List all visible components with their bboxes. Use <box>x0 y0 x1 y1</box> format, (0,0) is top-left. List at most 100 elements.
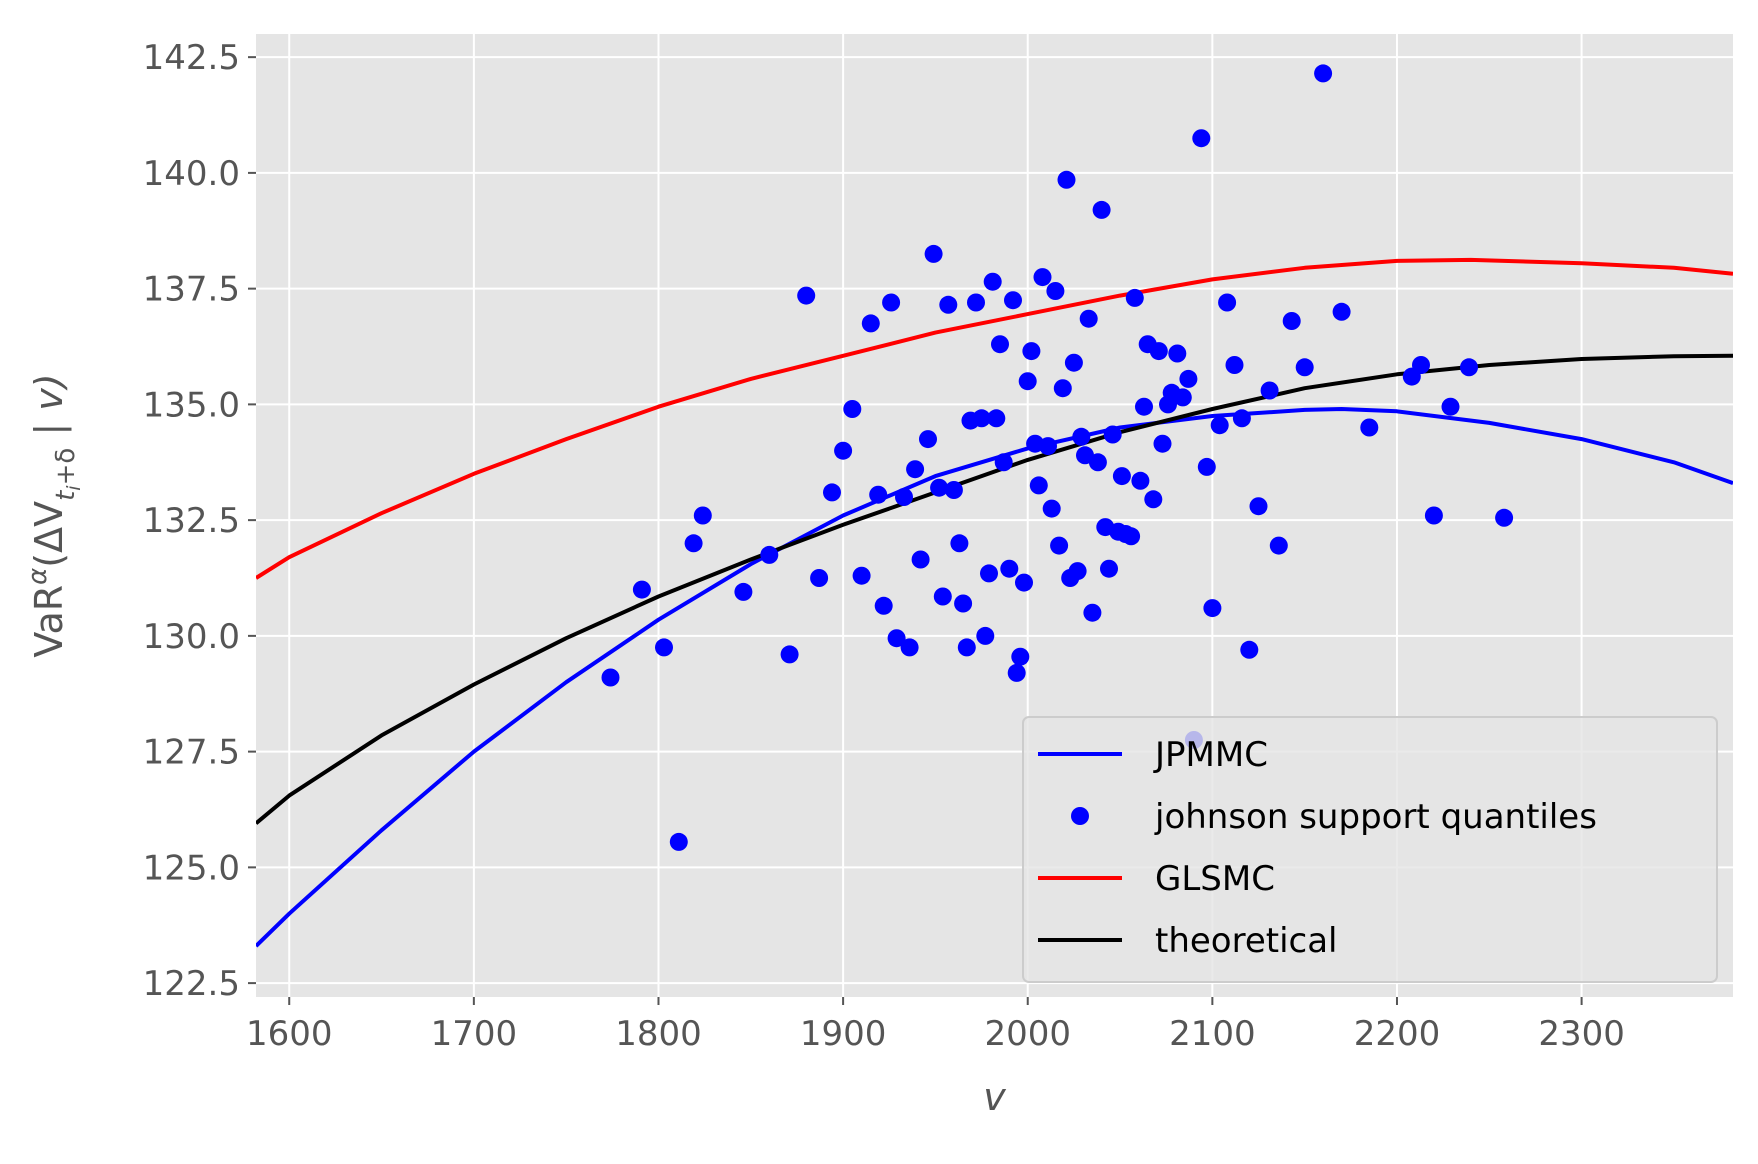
scatter-point <box>950 534 969 553</box>
scatter-point <box>693 506 712 525</box>
scatter-point <box>919 430 937 449</box>
scatter-point <box>939 295 958 314</box>
scatter-point <box>1039 437 1057 456</box>
legend-scatter-swatch <box>1071 807 1089 825</box>
scatter-point <box>1332 302 1351 321</box>
y-axis-ticks: 122.5 125.0 127.5 130.0 132.5 135.0 137.5 140.0… <box>143 38 256 1004</box>
scatter-point <box>1029 476 1048 495</box>
scatter-point <box>1022 342 1041 361</box>
scatter-point <box>669 832 688 851</box>
scatter-point <box>1000 559 1019 578</box>
scatter-point <box>1079 309 1098 328</box>
scatter-point <box>1131 471 1150 490</box>
y-label-prefix: VaR <box>27 585 71 658</box>
scatter-point <box>1168 344 1187 363</box>
scatter-point <box>911 550 930 569</box>
scatter-point <box>957 638 976 657</box>
scatter-point <box>1495 508 1514 527</box>
x-tick-label: 1600 <box>246 1014 333 1054</box>
scatter-point <box>1314 64 1333 83</box>
scatter-point <box>810 569 829 587</box>
scatter-point <box>1083 603 1102 622</box>
y-label-sub: t <box>51 490 81 501</box>
y-label-sub-tail: +δ <box>51 448 81 486</box>
legend-jpmmc-label: JPMMC <box>1153 735 1268 775</box>
y-label-tail: | v) <box>27 373 72 447</box>
scatter-point <box>976 626 995 645</box>
y-label-subsub: i <box>63 485 85 491</box>
scatter-point <box>1149 342 1168 361</box>
scatter-point <box>861 314 880 333</box>
scatter-point <box>1203 599 1222 618</box>
scatter-point <box>1460 358 1478 377</box>
scatter-point <box>1179 369 1198 388</box>
x-axis-label: v <box>983 1075 1006 1119</box>
x-tick-label: 2000 <box>984 1014 1071 1054</box>
y-tick-label: 140.0 <box>143 154 240 194</box>
scatter-point <box>632 580 651 599</box>
scatter-point <box>882 293 901 312</box>
scatter-point <box>1088 453 1107 472</box>
y-tick-label: 130.0 <box>143 617 240 657</box>
scatter-point <box>1192 129 1211 148</box>
scatter-point <box>1173 388 1192 407</box>
y-tick-label: 125.0 <box>143 848 240 888</box>
scatter-point <box>987 409 1006 428</box>
scatter-point <box>1232 409 1251 428</box>
scatter-point <box>1197 457 1216 476</box>
x-tick-label: 1700 <box>431 1014 518 1054</box>
legend: JPMMC johnson support quantiles GLSMC th… <box>1022 716 1718 983</box>
scatter-point <box>1112 467 1131 486</box>
scatter-point <box>1135 397 1153 416</box>
scatter-point <box>980 564 998 583</box>
scatter-point <box>1053 379 1072 398</box>
scatter-point <box>1282 312 1301 330</box>
scatter-point <box>1011 647 1030 666</box>
y-axis-label: VaRα(ΔVti+δ | v) <box>23 373 85 657</box>
scatter-point <box>1015 573 1033 592</box>
scatter-point <box>601 668 620 687</box>
scatter-point <box>991 335 1009 354</box>
scatter-point <box>944 481 963 499</box>
scatter-point <box>1046 282 1065 300</box>
scatter-point <box>874 596 893 615</box>
y-label-sup: α <box>23 568 53 585</box>
legend-scatter-label: johnson support quantiles <box>1154 797 1597 837</box>
scatter-point <box>1210 416 1229 435</box>
scatter-point <box>900 638 919 657</box>
series-line-theoretical <box>256 353 1733 825</box>
legend-theoretical-label: theoretical <box>1155 921 1338 961</box>
y-tick-label: 137.5 <box>143 270 240 310</box>
scatter-point <box>972 409 991 428</box>
x-tick-label: 2100 <box>1169 1014 1256 1054</box>
scatter-point <box>1068 562 1087 581</box>
scatter-point <box>1295 358 1314 377</box>
scatter-point <box>1042 499 1061 518</box>
y-tick-label: 142.5 <box>143 38 240 78</box>
x-tick-label: 2200 <box>1354 1014 1441 1054</box>
scatter-point <box>1424 506 1443 525</box>
scatter-point <box>1269 536 1288 555</box>
scatter-point <box>1064 353 1083 372</box>
scatter-point <box>1072 427 1091 446</box>
x-axis-ticks: 1600 1700 1800 1900 2000 2100 2200 2300 <box>246 997 1625 1054</box>
scatter-point <box>780 645 799 664</box>
scatter-point <box>924 244 943 263</box>
scatter-point <box>1144 490 1163 509</box>
scatter-point <box>843 400 862 418</box>
scatter-point <box>1360 418 1379 437</box>
scatter-point <box>1218 293 1237 312</box>
scatter-point <box>1007 663 1026 682</box>
scatter-point <box>1050 536 1069 555</box>
scatter-point <box>869 485 888 504</box>
scatter-point <box>967 293 985 312</box>
scatter-point <box>1100 559 1118 578</box>
scatter-point <box>983 272 1002 291</box>
scatter-point <box>797 286 816 305</box>
scatter-points <box>601 64 1514 851</box>
scatter-point <box>933 587 952 606</box>
series-line-glsmc <box>256 257 1733 580</box>
x-tick-label: 1800 <box>615 1014 702 1054</box>
scatter-point <box>1225 356 1244 374</box>
